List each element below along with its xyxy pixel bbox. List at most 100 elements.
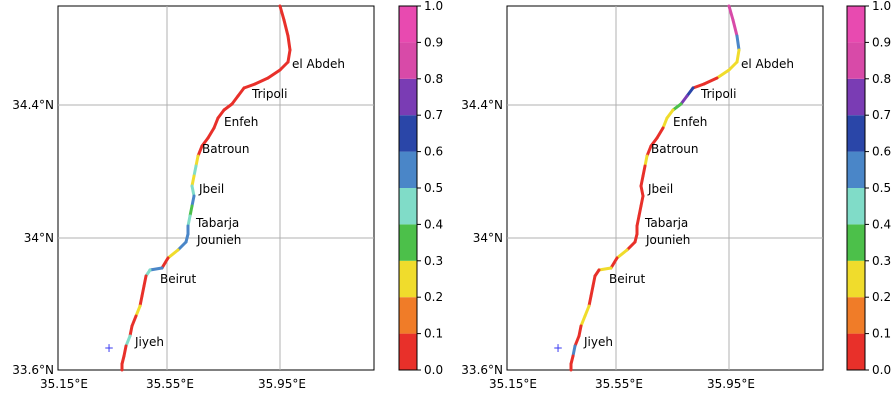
coast-segment xyxy=(641,164,647,178)
coast-segment xyxy=(253,76,270,86)
coast-segment xyxy=(230,94,240,106)
colorbar-swatch xyxy=(399,78,417,116)
coast-segment xyxy=(643,154,649,168)
colorbar-label: 0.3 xyxy=(872,254,891,268)
right-colorbar-labels: 0.0 0.1 0.2 0.3 0.4 0.5 0.6 0.7 0.8 0.9 1.0 xyxy=(865,0,891,377)
left-ytick-34: 34°N xyxy=(24,231,54,245)
coast-segment xyxy=(679,94,689,106)
left-marker: + xyxy=(104,341,114,355)
coast-segment xyxy=(579,314,587,328)
coast-segment xyxy=(190,184,196,198)
colorbar-swatch xyxy=(847,151,865,188)
colorbar-label: 0.8 xyxy=(872,72,891,86)
coast-segment xyxy=(266,68,282,80)
left-xtick-35.15: 35.15°E xyxy=(40,377,88,391)
coast-segment xyxy=(148,266,164,272)
right-ytick-34: 34°N xyxy=(473,231,503,245)
right-map-panel: + el Abdeh Tripoli Enfeh Batroun Jbeil T… xyxy=(461,4,824,391)
colorbar-label: 0.7 xyxy=(424,108,443,122)
colorbar-label: 0.5 xyxy=(424,181,443,195)
coast-segment xyxy=(192,164,198,178)
colorbar-swatch xyxy=(847,260,865,298)
right-map-frame xyxy=(506,5,824,371)
coast-segment xyxy=(587,294,593,308)
coast-segment xyxy=(661,116,669,130)
coast-segment xyxy=(206,126,216,140)
coast-segment xyxy=(286,48,292,64)
right-xtick-35.95: 35.95°E xyxy=(707,377,755,391)
colorbar-label: 1.0 xyxy=(872,0,891,13)
coast-segment xyxy=(589,284,595,298)
coast-segment xyxy=(691,82,706,90)
coast-segment xyxy=(278,60,290,72)
coast-segment xyxy=(715,68,731,80)
colorbar-label: 0.8 xyxy=(424,72,443,86)
coast-segment xyxy=(194,154,200,168)
coast-segment xyxy=(685,86,695,98)
coast-segment xyxy=(176,240,188,252)
coast-segment xyxy=(196,144,204,158)
coast-segment xyxy=(731,18,739,38)
right-label-jounieh: Jounieh xyxy=(645,233,690,247)
colorbar-label: 0.1 xyxy=(424,327,443,341)
left-xtick-35.95: 35.95°E xyxy=(258,377,306,391)
right-label-el-abdeh: el Abdeh xyxy=(741,57,794,71)
coast-segment xyxy=(134,304,142,318)
coast-segment xyxy=(190,174,196,188)
colorbar-swatch xyxy=(847,333,865,370)
left-coastline xyxy=(120,4,292,372)
right-label-tabarja: Tabarja xyxy=(644,216,688,230)
colorbar-swatch xyxy=(847,42,865,79)
right-colorbar: 0.0 0.1 0.2 0.3 0.4 0.5 0.6 0.7 0.8 0.9 1.0 xyxy=(846,0,891,377)
coast-segment xyxy=(142,274,148,288)
right-label-enfeh: Enfeh xyxy=(673,115,707,129)
coast-segment xyxy=(597,266,613,272)
left-label-beirut: Beirut xyxy=(160,272,196,286)
left-label-jbeil: Jbeil xyxy=(198,182,224,196)
colorbar-label: 0.6 xyxy=(424,145,443,159)
coast-segment xyxy=(639,174,645,188)
left-label-tabarja: Tabarja xyxy=(195,216,239,230)
coast-segment xyxy=(735,34,741,52)
colorbar-swatch xyxy=(847,224,865,261)
right-label-jiyeh: Jiyeh xyxy=(583,335,613,349)
right-ytick-34.4: 34.4°N xyxy=(461,98,503,112)
right-label-tripoli: Tripoli xyxy=(700,87,736,101)
coast-segment xyxy=(702,76,719,86)
coast-segment xyxy=(186,214,192,228)
left-label-el-abdeh: el Abdeh xyxy=(292,57,345,71)
coast-segment xyxy=(615,248,629,260)
colorbar-swatch xyxy=(847,6,865,43)
coast-segment xyxy=(639,184,645,198)
left-label-batroun: Batroun xyxy=(202,142,250,156)
left-label-tripoli: Tripoli xyxy=(251,87,287,101)
coast-segment xyxy=(671,102,683,112)
colorbar-label: 0.2 xyxy=(872,290,891,304)
colorbar-label: 0.6 xyxy=(872,145,891,159)
colorbar-label: 0.1 xyxy=(872,327,891,341)
right-ytick-33.6: 33.6°N xyxy=(461,363,503,377)
colorbar-swatch xyxy=(847,297,865,334)
coast-segment xyxy=(735,48,741,64)
coast-segment xyxy=(128,324,134,338)
coast-segment xyxy=(216,108,226,120)
right-xtick-35.55: 35.55°E xyxy=(595,377,643,391)
coast-segment xyxy=(242,82,257,90)
coast-segment xyxy=(140,284,146,298)
left-colorbar: 0.0 0.1 0.2 0.3 0.4 0.5 0.6 0.7 0.8 0.9 1.0 xyxy=(398,0,443,377)
colorbar-label: 0.0 xyxy=(424,363,443,377)
coast-segment xyxy=(190,194,196,208)
colorbar-swatch xyxy=(399,42,417,79)
coast-segment xyxy=(278,4,286,22)
coast-segment xyxy=(571,344,577,358)
coast-segment xyxy=(591,274,597,288)
coast-segment xyxy=(637,204,643,218)
right-coastline xyxy=(569,4,741,372)
coast-segment xyxy=(222,102,234,112)
colorbar-label: 0.9 xyxy=(424,35,443,49)
left-colorbar-labels: 0.0 0.1 0.2 0.3 0.4 0.5 0.6 0.7 0.8 0.9 1.0 xyxy=(417,0,443,377)
coast-segment xyxy=(649,136,659,148)
colorbar-swatch xyxy=(847,78,865,116)
coast-segment xyxy=(645,144,653,158)
right-colorbar-swatches xyxy=(847,6,865,370)
